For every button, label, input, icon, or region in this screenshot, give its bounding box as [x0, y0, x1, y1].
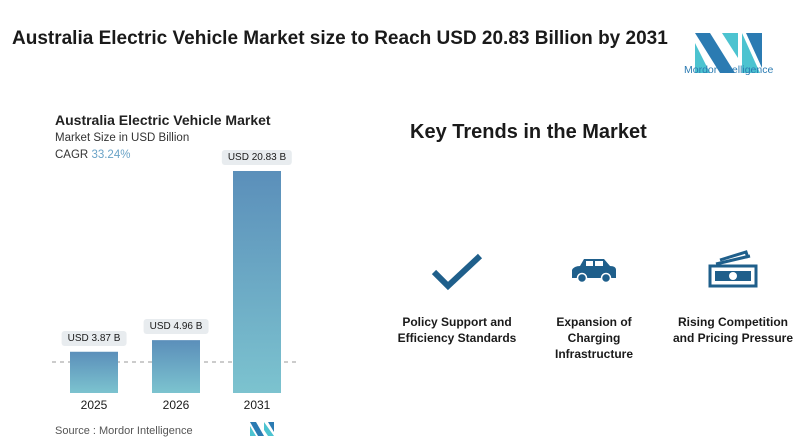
mordor-small-logo-icon	[250, 422, 274, 436]
source-text: Source : Mordor Intelligence	[55, 425, 193, 437]
x-tick-label: 2026	[162, 398, 190, 412]
data-label: USD 4.96 B	[143, 319, 209, 335]
cagr: CAGR 33.24%	[55, 149, 130, 161]
key-trends-heading: Key Trends in the Market	[410, 121, 647, 143]
bar-2031	[233, 171, 281, 393]
x-tick-label: 2031	[243, 398, 271, 412]
bar-chart	[52, 171, 300, 393]
checkmark-icon	[431, 253, 483, 291]
trend-label: Expansion of Charging Infrastructure	[554, 315, 634, 361]
chart-title: Australia Electric Vehicle Market	[55, 112, 271, 128]
bar-2025	[70, 351, 118, 393]
data-label: USD 20.83 B	[221, 150, 293, 165]
data-label: USD 3.87 B	[61, 330, 127, 346]
cagr-label: CAGR	[55, 149, 89, 161]
bar-2026	[152, 340, 200, 393]
trend-label: Policy Support and Efficiency Standards	[397, 315, 517, 345]
page-title: Australia Electric Vehicle Market size t…	[12, 28, 668, 49]
mordor-logo-icon	[695, 33, 762, 73]
x-tick-label: 2025	[80, 398, 108, 412]
money-icon	[708, 250, 758, 288]
cagr-value: 33.24%	[91, 149, 131, 161]
chart-subtitle: Market Size in USD Billion	[55, 132, 190, 144]
trend-label: Rising Competition and Pricing Pressure	[672, 315, 794, 345]
logo-text: Mordor Intelligence	[684, 64, 774, 76]
car-icon	[572, 259, 616, 284]
